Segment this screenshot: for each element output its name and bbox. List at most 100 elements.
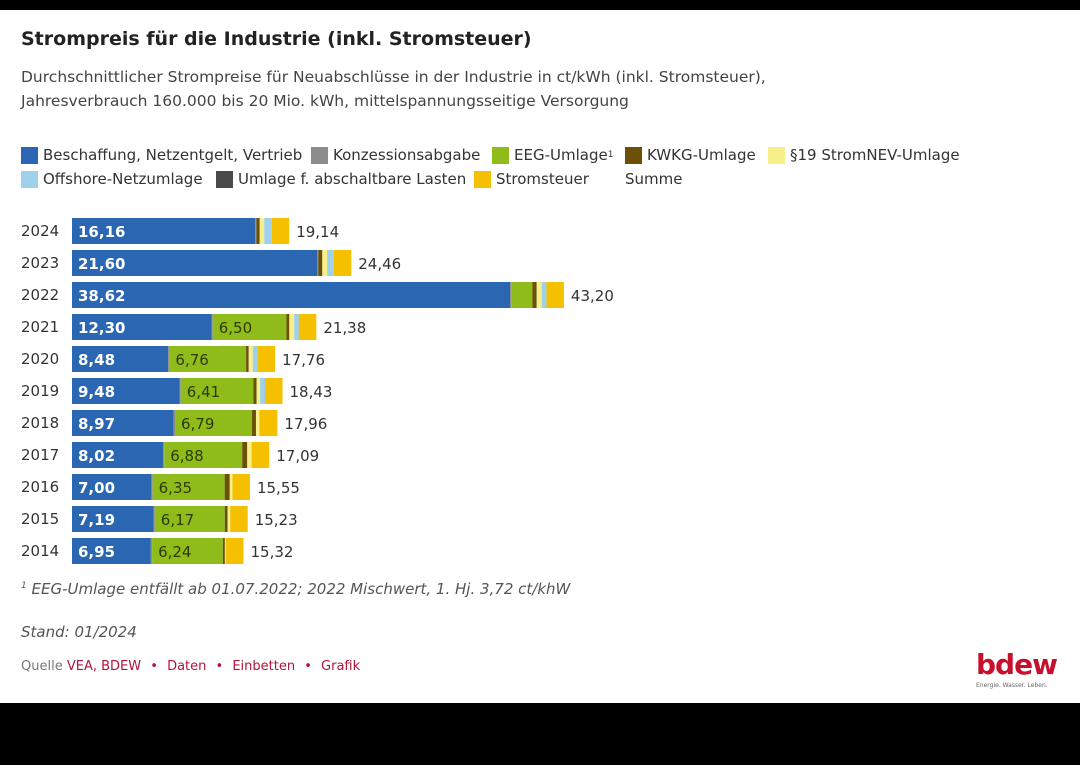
- segment-value-label: 6,50: [219, 319, 252, 337]
- source-line: Quelle VEA, BDEW • Daten • Einbetten • G…: [21, 659, 360, 674]
- footnote-marker: 1: [21, 581, 27, 591]
- legend-label: Umlage f. abschaltbare Lasten: [238, 170, 467, 188]
- year-label: 2021: [21, 318, 59, 336]
- bar-segment: [510, 282, 512, 308]
- bar-segment: [154, 506, 225, 532]
- legend-footnote-marker: 1: [607, 150, 614, 160]
- legend-item-stromsteuer: Stromsteuer: [474, 170, 589, 188]
- legend-label: Offshore-Netzumlage: [43, 170, 203, 188]
- bar-segment: [224, 506, 228, 532]
- bar-segment: [72, 410, 174, 436]
- bar-segment: [251, 442, 270, 468]
- bar-segment: [179, 378, 181, 404]
- bar-segment: [180, 378, 254, 404]
- stand-date: Stand: 01/2024: [21, 623, 137, 641]
- bar-segment: [248, 346, 253, 372]
- bdew-logo: bdew Energie. Wasser. Leben.: [976, 648, 1058, 690]
- bar-chart: 2024 16,16 19,14 2023 21,60 24,46 2022 38,62 43,…: [21, 218, 614, 564]
- year-label: 2023: [21, 254, 59, 272]
- legend-swatch: [625, 146, 642, 164]
- bar-segment: [511, 282, 533, 308]
- bar-segment: [230, 506, 248, 532]
- bar-segment: [264, 218, 272, 244]
- bar-segment: [164, 442, 243, 468]
- segment-value-label: 6,24: [158, 543, 191, 561]
- legend-swatch: [21, 170, 38, 188]
- bar-segment: [162, 442, 165, 468]
- year-label: 2020: [21, 350, 59, 368]
- legend-item-kwkg-umlage: KWKG-Umlage: [625, 146, 756, 164]
- bar-segment: [151, 474, 153, 500]
- bar-segment: [333, 250, 352, 276]
- footnote-text: EEG-Umlage entfällt ab 01.07.2022; 2022 …: [31, 580, 571, 598]
- bar-segment: [252, 410, 256, 436]
- bar-segment: [72, 378, 180, 404]
- bar-segment: [232, 474, 250, 500]
- chart-card: Strompreis für die Industrie (inkl. Stro…: [0, 10, 1080, 703]
- segment-value-label: 38,62: [78, 287, 125, 305]
- logo-tagline: Energie. Wasser. Leben.: [976, 682, 1048, 689]
- segment-value-label: 7,00: [78, 479, 115, 497]
- separator-dot: •: [215, 659, 224, 674]
- footnote: 1 EEG-Umlage entfällt ab 01.07.2022; 202…: [21, 580, 570, 598]
- legend-label: EEG-Umlage: [514, 146, 608, 164]
- bar-segment: [294, 314, 299, 340]
- separator-dot: •: [150, 659, 158, 674]
- segment-value-label: 8,97: [78, 415, 115, 433]
- total-value-label: 15,55: [257, 479, 300, 497]
- bar-segment: [259, 218, 265, 244]
- bar-segment: [72, 538, 151, 564]
- bar-segment: [255, 218, 257, 244]
- einbetten-link[interactable]: Einbetten: [232, 659, 296, 674]
- segment-value-label: 12,30: [78, 319, 125, 337]
- segment-value-label: 9,48: [78, 383, 115, 401]
- daten-link[interactable]: Daten: [167, 659, 207, 674]
- total-value-label: 17,76: [282, 351, 325, 369]
- bar-segment: [153, 506, 155, 532]
- segment-value-label: 8,48: [78, 351, 115, 369]
- segment-value-label: 6,41: [187, 383, 220, 401]
- legend-label: §19 StromNEV-Umlage: [790, 146, 960, 164]
- source-link[interactable]: VEA, BDEW: [66, 659, 142, 674]
- bar-segment: [257, 346, 276, 372]
- year-label: 2019: [21, 382, 59, 400]
- bar-segment: [224, 474, 230, 500]
- year-label: 2014: [21, 542, 59, 560]
- total-value-label: 17,96: [284, 415, 327, 433]
- segment-value-label: 8,02: [78, 447, 115, 465]
- bar-segment: [72, 474, 152, 500]
- segment-value-label: 16,16: [78, 223, 125, 241]
- bar-segment: [169, 346, 247, 372]
- bar-segment: [242, 442, 248, 468]
- legend-swatch: [474, 170, 491, 188]
- bar-segment: [536, 282, 542, 308]
- segment-value-label: 6,76: [175, 351, 208, 369]
- bar-segment: [265, 378, 283, 404]
- segment-value-label: 21,60: [78, 255, 125, 273]
- bar-segment: [152, 474, 225, 500]
- bar-segment: [289, 314, 295, 340]
- separator-dot: •: [304, 659, 312, 674]
- bar-segment: [546, 282, 564, 308]
- bar-segment: [229, 474, 233, 500]
- grafik-link[interactable]: Grafik: [321, 659, 361, 674]
- bar-segment: [256, 218, 260, 244]
- bar-segment: [152, 538, 223, 564]
- bar-segment: [247, 442, 252, 468]
- bar-segment: [211, 314, 213, 340]
- legend-label: Summe: [625, 170, 683, 188]
- bar-segment: [259, 410, 278, 436]
- logo-wordmark: bdew: [976, 648, 1058, 681]
- subtitle-line-1: Durchschnittlicher Strompreise für Neuab…: [21, 68, 766, 86]
- bar-segment: [286, 314, 290, 340]
- bar-segment: [224, 538, 226, 564]
- year-label: 2018: [21, 414, 59, 432]
- legend-swatch: [492, 146, 509, 164]
- bar-segment: [72, 506, 154, 532]
- subtitle-line-2: Jahresverbrauch 160.000 bis 20 Mio. kWh,…: [21, 92, 629, 110]
- bar-segment: [72, 250, 317, 276]
- bar-segment: [72, 346, 169, 372]
- bar-segment: [173, 410, 175, 436]
- total-value-label: 19,14: [296, 223, 339, 241]
- year-label: 2024: [21, 222, 59, 240]
